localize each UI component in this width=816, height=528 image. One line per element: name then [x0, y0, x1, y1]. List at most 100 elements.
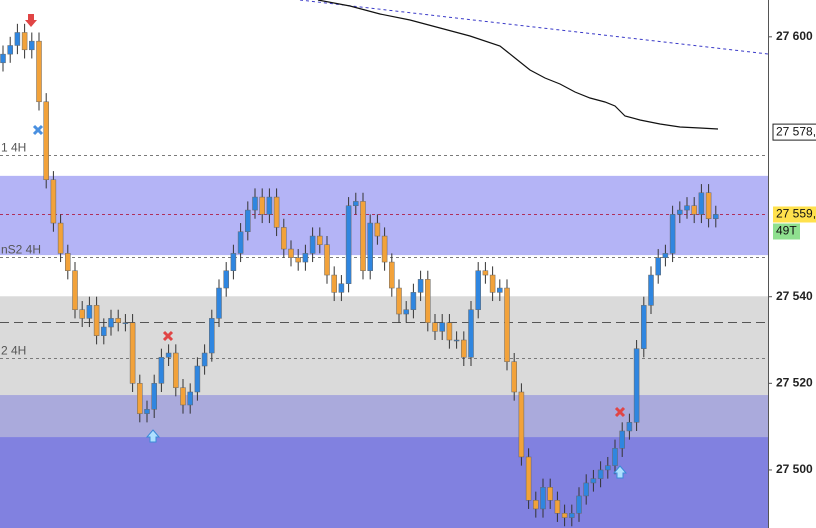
candle-body	[194, 365, 201, 393]
candle-body	[561, 513, 568, 518]
candle-body	[324, 244, 330, 276]
candle-body	[655, 257, 661, 276]
candle-body	[569, 513, 575, 518]
candle-body	[691, 205, 697, 215]
candle-body	[345, 205, 352, 284]
candle-body	[713, 214, 719, 219]
trend-line	[299, 0, 769, 55]
candle-body	[237, 231, 244, 254]
candle-body	[266, 196, 273, 215]
sell-cross	[614, 406, 626, 418]
level-label: nS2 4H	[1, 243, 41, 257]
candle-body	[633, 348, 640, 423]
sell-arrow	[25, 14, 37, 27]
candle-body	[360, 201, 366, 271]
current-price-label: 27 559,	[776, 207, 816, 221]
y-tick-label: 27 600	[776, 29, 813, 43]
candle-body	[597, 469, 604, 479]
candle-body	[381, 235, 388, 263]
candle-body	[223, 270, 229, 289]
candle-body	[281, 227, 287, 250]
price-marker-box	[772, 123, 816, 141]
candle-body	[29, 40, 35, 51]
candle-body	[129, 322, 136, 384]
candle-body	[576, 495, 582, 514]
candle-body	[468, 309, 474, 358]
zone	[0, 395, 768, 438]
candle-body	[295, 257, 301, 263]
candle-body	[403, 309, 409, 315]
candle-body	[410, 292, 417, 310]
candle-body	[504, 287, 510, 362]
candle-body	[705, 192, 712, 219]
candle-body	[396, 287, 402, 315]
candle-body	[122, 322, 129, 324]
candle-body	[7, 45, 13, 55]
candle-body	[50, 179, 57, 224]
candle-body	[540, 487, 546, 510]
candle-body	[338, 283, 345, 293]
candle-body	[0, 53, 6, 64]
candle-body	[605, 465, 611, 471]
candle-body	[317, 235, 323, 245]
candle-body	[72, 270, 78, 310]
candle-body	[187, 391, 193, 406]
candle-body	[216, 287, 222, 319]
candle-body	[641, 305, 647, 349]
candle-body	[115, 318, 121, 323]
indicators	[299, 0, 769, 130]
buy-arrow	[612, 465, 628, 479]
candle-body	[389, 261, 395, 289]
candle-body	[374, 222, 381, 237]
candle-body	[497, 287, 503, 293]
candle-body	[165, 352, 172, 358]
axis-background	[768, 0, 816, 528]
candle-body	[446, 322, 453, 341]
candle-body	[489, 274, 496, 293]
candle-body	[14, 32, 21, 46]
candle-body	[626, 422, 633, 432]
countdown-box	[773, 223, 800, 240]
candle-body	[57, 222, 64, 254]
price-marker-label: 27 578,	[776, 124, 816, 138]
candle-body	[65, 253, 71, 271]
candle-body	[331, 274, 337, 293]
candle-body	[273, 196, 280, 228]
zones	[0, 175, 768, 528]
candle-body	[158, 357, 165, 384]
candle-body	[302, 253, 309, 263]
price-axis: 27 600 27 540 27 520 27 500 27 578, 27 559, 49…	[768, 0, 816, 528]
candle-body	[619, 430, 625, 449]
candle-body	[547, 487, 553, 501]
candle-body	[137, 383, 143, 414]
candle-body	[518, 391, 525, 458]
candle-body	[21, 32, 28, 51]
candle-body	[367, 222, 373, 271]
candle-body	[590, 478, 597, 484]
candle-body	[230, 253, 237, 271]
candle-body	[86, 305, 93, 319]
candle-body	[662, 253, 669, 258]
candle-body	[101, 326, 107, 336]
y-tick-label: 27 520	[776, 376, 813, 390]
candle-body	[245, 209, 251, 232]
candle-body	[439, 322, 445, 332]
candle-body	[648, 274, 654, 306]
candle-body	[453, 339, 460, 342]
countdown-label: 49T	[776, 224, 797, 238]
candle-body	[475, 270, 481, 310]
sell-cross	[162, 330, 174, 342]
candle-body	[93, 305, 100, 336]
candle-body	[201, 352, 208, 367]
y-tick-label: 27 540	[776, 289, 813, 303]
candle-body	[43, 101, 49, 181]
candle-body	[288, 248, 294, 258]
candle-body	[612, 448, 618, 466]
candle-body	[151, 383, 157, 410]
candles	[0, 23, 719, 527]
current-price-box	[773, 206, 816, 223]
candle-body	[108, 318, 114, 328]
candle-body	[461, 339, 467, 358]
candle-body	[209, 318, 215, 354]
